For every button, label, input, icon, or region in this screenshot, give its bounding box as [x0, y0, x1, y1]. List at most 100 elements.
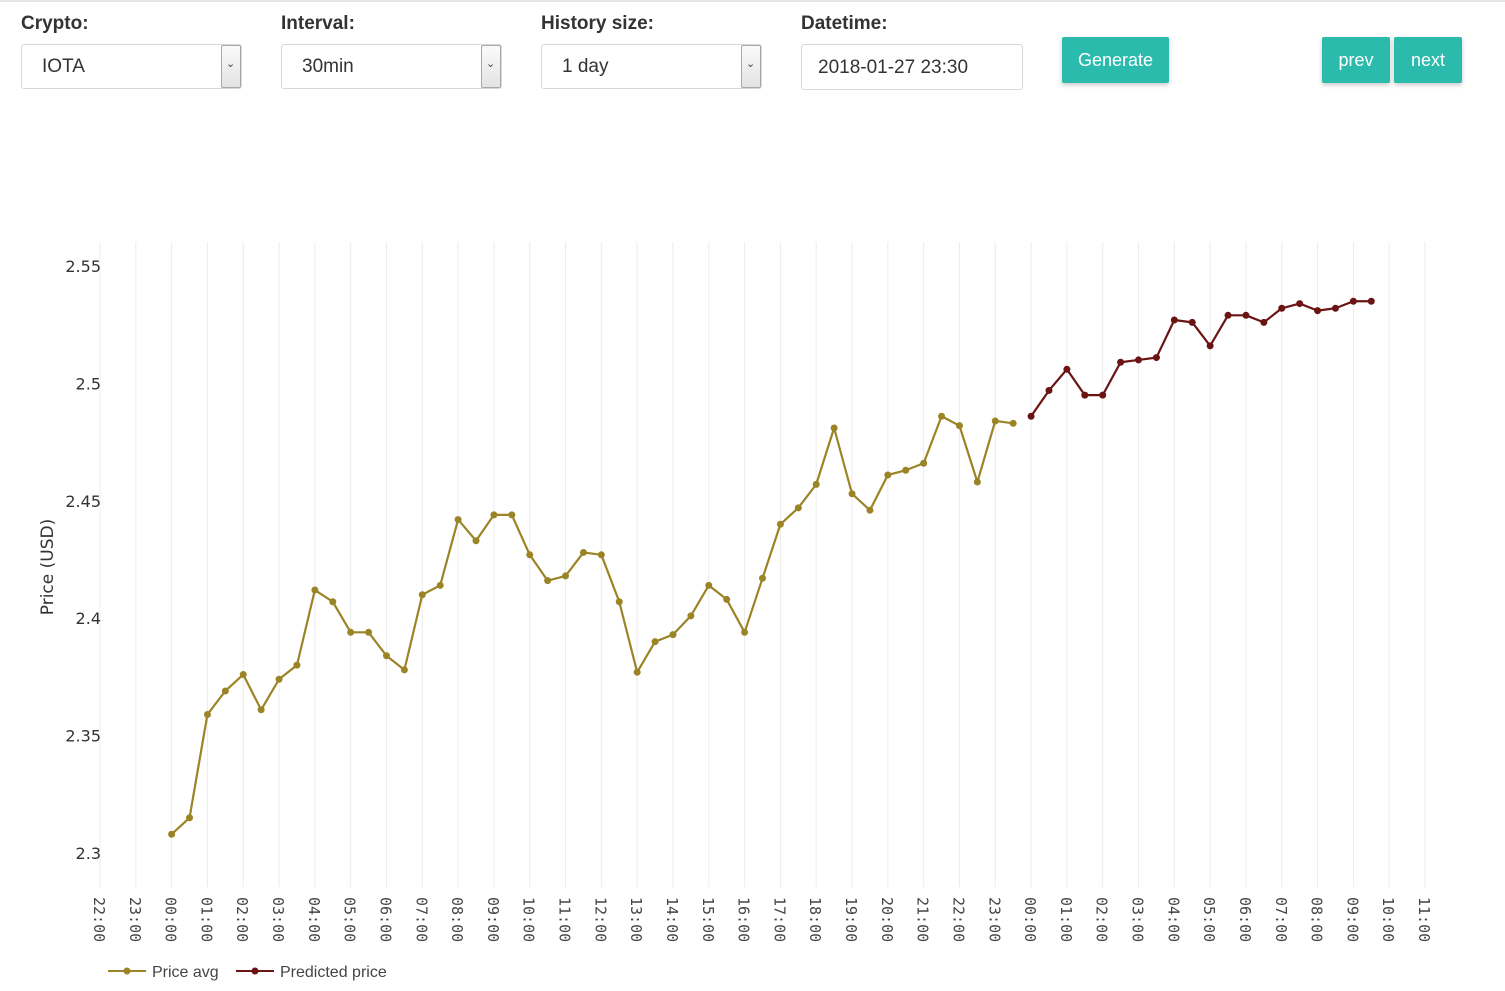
y-tick-label: 2.4 — [76, 609, 101, 628]
x-tick-label: 23:00 — [126, 897, 144, 942]
history-select[interactable]: 1 day ⌄ — [541, 44, 762, 89]
data-point — [723, 595, 731, 603]
x-tick-label: 15:00 — [699, 897, 717, 942]
data-point — [1117, 358, 1125, 366]
datetime-field: Datetime: 2018-01-27 23:30 — [801, 12, 1023, 90]
prev-button[interactable]: prev — [1322, 37, 1390, 83]
interval-select-value: 30min — [302, 56, 354, 77]
data-point — [168, 830, 176, 838]
x-tick-label: 13:00 — [627, 897, 645, 942]
data-point — [1188, 318, 1196, 326]
data-point — [884, 471, 892, 479]
data-point — [1224, 311, 1232, 319]
data-point — [329, 598, 337, 606]
x-tick-label: 00:00 — [162, 897, 180, 942]
data-point — [508, 511, 516, 519]
data-point — [866, 506, 874, 514]
series-line — [170, 415, 1014, 836]
data-point — [382, 652, 390, 660]
series-price-avg — [168, 412, 1017, 838]
chart-series — [168, 297, 1375, 838]
crypto-select[interactable]: IOTA ⌄ — [21, 44, 242, 89]
x-tick-label: 02:00 — [233, 897, 251, 942]
data-point — [669, 631, 677, 639]
data-point — [365, 628, 373, 636]
x-tick-label: 10:00 — [520, 897, 538, 942]
y-tick-label: 2.45 — [65, 492, 101, 511]
y-axis: 2.3 2.35 2.4 2.45 2.5 2.55 — [65, 257, 101, 863]
x-tick-label: 11:00 — [1415, 897, 1433, 942]
data-point — [418, 591, 426, 599]
data-point — [311, 586, 319, 594]
x-tick-label: 21:00 — [914, 897, 932, 942]
data-point — [651, 638, 659, 646]
data-point — [902, 466, 910, 474]
x-tick-label: 14:00 — [663, 897, 681, 942]
data-point — [776, 520, 784, 528]
chart-legend: Price avg Predicted price — [108, 964, 387, 981]
chevron-down-icon: ⌄ — [746, 58, 756, 70]
datetime-input-value: 2018-01-27 23:30 — [818, 57, 969, 78]
x-tick-label: 01:00 — [1057, 897, 1075, 942]
interval-dropdown-arrow[interactable]: ⌄ — [481, 45, 501, 88]
data-point — [436, 581, 444, 589]
data-point — [991, 417, 999, 425]
data-point — [562, 572, 570, 580]
x-tick-label: 08:00 — [1308, 897, 1326, 942]
x-tick-label: 12:00 — [591, 897, 609, 942]
data-point — [830, 424, 838, 432]
history-label: History size: — [541, 13, 654, 34]
data-point — [1045, 386, 1053, 394]
data-point — [759, 574, 766, 582]
data-point — [239, 671, 247, 679]
data-point — [293, 661, 301, 669]
data-point — [705, 581, 713, 589]
chevron-down-icon: ⌄ — [226, 58, 236, 70]
data-point — [741, 628, 749, 636]
x-tick-label: 06:00 — [376, 897, 394, 942]
x-tick-label: 09:00 — [1343, 897, 1361, 942]
data-point — [1367, 297, 1375, 305]
data-point — [1063, 365, 1071, 373]
legend-label: Predicted price — [280, 964, 387, 981]
next-button[interactable]: next — [1394, 37, 1462, 83]
legend-marker — [251, 967, 259, 975]
data-point — [454, 516, 462, 524]
data-point — [848, 490, 856, 498]
data-point — [920, 459, 928, 467]
data-point — [1009, 419, 1017, 427]
x-tick-label: 03:00 — [269, 897, 287, 942]
datetime-input[interactable]: 2018-01-27 23:30 — [801, 44, 1023, 90]
x-tick-label: 11:00 — [556, 897, 574, 942]
data-point — [579, 548, 587, 556]
x-tick-label: 16:00 — [735, 897, 753, 942]
data-point — [257, 706, 265, 714]
legend-item: Predicted price — [236, 964, 387, 981]
generate-button[interactable]: Generate — [1062, 37, 1169, 83]
x-tick-label: 07:00 — [1272, 897, 1290, 942]
crypto-dropdown-arrow[interactable]: ⌄ — [221, 45, 241, 88]
x-tick-label: 19:00 — [842, 897, 860, 942]
data-point — [1170, 316, 1178, 324]
data-point — [687, 612, 695, 620]
data-point — [526, 551, 534, 559]
history-field: History size: 1 day ⌄ — [541, 12, 762, 89]
x-tick-label: 04:00 — [1164, 897, 1182, 942]
interval-field: Interval: 30min ⌄ — [281, 12, 502, 89]
data-point — [1296, 300, 1304, 308]
data-point — [1099, 391, 1107, 399]
data-point — [1152, 354, 1160, 362]
data-point — [938, 412, 946, 420]
data-point — [1260, 318, 1268, 326]
y-tick-label: 2.3 — [76, 844, 101, 863]
data-point — [490, 511, 498, 519]
data-point — [275, 675, 283, 683]
x-tick-label: 18:00 — [806, 897, 824, 942]
data-point — [1027, 412, 1035, 420]
x-tick-label: 03:00 — [1129, 897, 1147, 942]
data-point — [400, 666, 408, 674]
history-dropdown-arrow[interactable]: ⌄ — [741, 45, 761, 88]
data-point — [597, 551, 605, 559]
interval-select[interactable]: 30min ⌄ — [281, 44, 502, 89]
